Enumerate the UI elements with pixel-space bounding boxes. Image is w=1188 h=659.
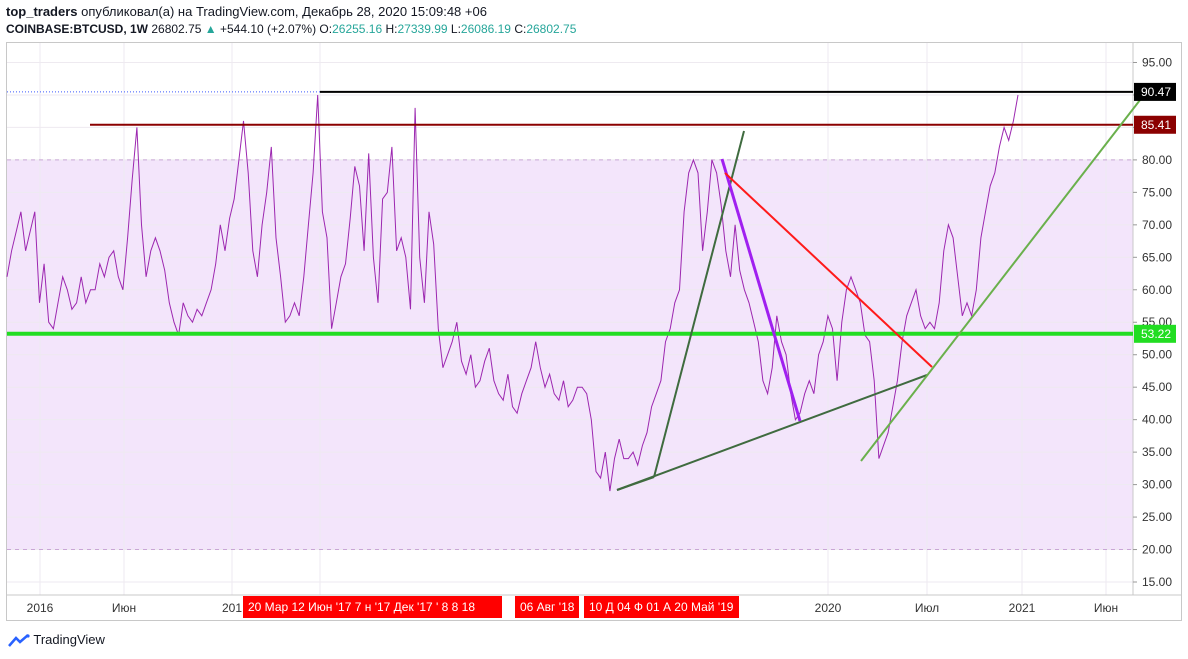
author-name[interactable]: top_traders [6,4,78,19]
price-tag [1134,82,1176,101]
published-text: опубликовал(а) на TradingView.com, Декаб… [81,4,487,19]
tradingview-logo[interactable]: TradingView [8,632,105,648]
high-label: H: [385,22,398,36]
y-tick-label: 80.00 [1142,153,1172,167]
price-change: +544.10 (+2.07%) [220,22,317,36]
tradingview-logo-text: TradingView [33,632,105,647]
date-tag [243,596,502,618]
y-tick-label: 35.00 [1142,445,1172,459]
trend-line-green[interactable] [653,130,745,478]
price-tags: 90.47 85.41 53.22 [1134,82,1176,343]
date-tag-label: 20 Мар 12 Июн '17 7 н '17 Дек '17 ' 8 8 … [248,600,475,614]
date-tag [515,596,579,618]
x-tick-label: 2016 [27,601,54,615]
last-price: 26802.75 [151,22,202,36]
x-tick-label: Июл [915,601,939,615]
close-label: C: [514,22,527,36]
price-axis: 95.0090.0085.0080.0075.0070.0065.0060.00… [1133,55,1172,589]
open-label: O: [319,22,333,36]
trend-line-red[interactable] [724,172,933,368]
y-tick-label: 30.00 [1142,478,1172,492]
publish-info: top_traders опубликовал(а) на TradingVie… [6,4,487,19]
symbol-label[interactable]: COINBASE:BTCUSD, 1W [6,22,149,36]
y-tick-label: 95.00 [1142,55,1172,69]
x-tick-label: Июн [112,601,136,615]
x-tick-label: 2021 [1009,601,1036,615]
y-tick-label: 75.00 [1142,185,1172,199]
low-label: L: [450,22,461,36]
trend-line-green[interactable] [616,374,928,491]
drawings [7,90,1141,491]
y-tick-label: 40.00 [1142,413,1172,427]
change-arrow-icon: ▲ [204,22,217,36]
price-tag-label: 85.41 [1141,118,1171,132]
rsi-line [6,94,1019,492]
date-tag [584,596,739,618]
close-value: 26802.75 [526,22,577,36]
y-tick-label: 70.00 [1142,218,1172,232]
x-tick-label: 2020 [815,601,842,615]
date-tag-label: 10 Д 04 Ф 01 А 20 Май '19 [589,600,734,614]
open-value: 26255.16 [332,22,383,36]
x-tick-label: Июн [1094,601,1118,615]
y-tick-label: 50.00 [1142,348,1172,362]
high-value: 27339.99 [397,22,448,36]
y-tick-label: 20.00 [1142,543,1172,557]
price-tag-label: 53.22 [1141,327,1171,341]
chart-frame [6,42,1182,621]
date-tags: 20 Мар 12 Июн '17 7 н '17 Дек '17 ' 8 8 … [243,596,739,618]
price-tag [1134,324,1176,343]
date-tag-label: 06 Авг '18 [520,600,575,614]
y-tick-label: 15.00 [1142,575,1172,589]
y-tick-label: 65.00 [1142,250,1172,264]
trend-line-lightgreen[interactable] [860,99,1141,462]
price-tag [1134,115,1176,134]
y-tick-label: 45.00 [1142,380,1172,394]
low-value: 26086.19 [460,22,511,36]
tradingview-logo-icon [8,633,30,647]
price-tag-label: 90.47 [1141,85,1171,99]
y-tick-label: 25.00 [1142,510,1172,524]
x-tick-label: 201 [222,601,242,615]
y-tick-label: 60.00 [1142,283,1172,297]
ohlc-legend: COINBASE:BTCUSD, 1W 26802.75 ▲ +544.10 (… [6,22,576,36]
trend-line-purple[interactable] [720,158,802,422]
